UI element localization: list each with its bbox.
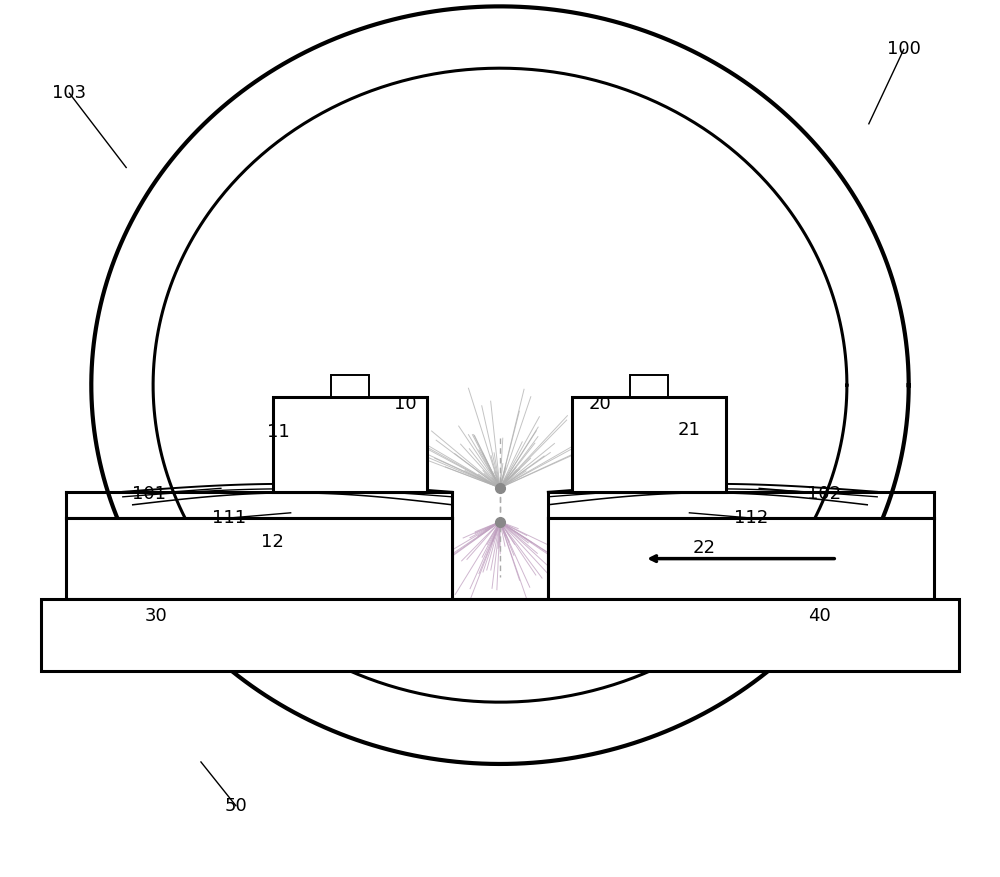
- Polygon shape: [548, 517, 934, 600]
- Text: 40: 40: [808, 607, 830, 625]
- Polygon shape: [630, 375, 668, 397]
- Polygon shape: [331, 375, 369, 397]
- Text: 11: 11: [267, 424, 290, 441]
- Polygon shape: [66, 517, 452, 600]
- Text: 30: 30: [145, 607, 167, 625]
- Text: 50: 50: [224, 796, 247, 815]
- Text: 12: 12: [261, 532, 284, 551]
- Text: 10: 10: [394, 395, 417, 412]
- Text: 101: 101: [132, 485, 166, 503]
- Text: 112: 112: [734, 509, 768, 527]
- Polygon shape: [41, 600, 959, 671]
- Text: 20: 20: [588, 395, 611, 412]
- Text: 22: 22: [693, 538, 716, 557]
- Text: 100: 100: [887, 40, 921, 59]
- Text: 102: 102: [807, 485, 841, 503]
- Text: 103: 103: [52, 84, 86, 103]
- Polygon shape: [572, 397, 726, 492]
- Text: 21: 21: [678, 421, 701, 438]
- Text: 111: 111: [212, 509, 246, 527]
- Polygon shape: [273, 397, 427, 492]
